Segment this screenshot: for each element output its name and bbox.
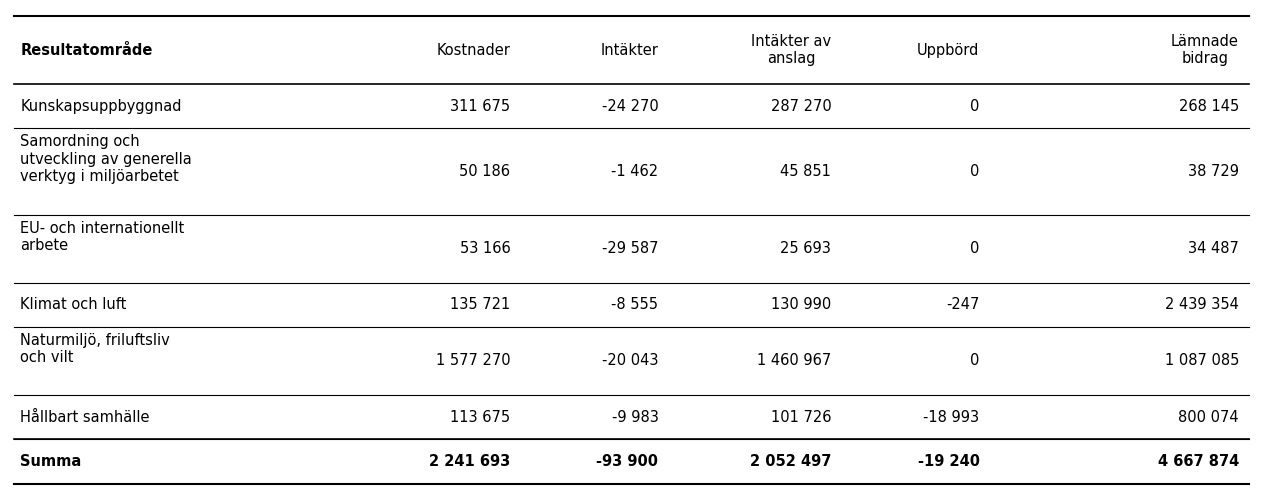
Text: -9 983: -9 983 <box>611 410 658 425</box>
Text: 135 721: 135 721 <box>450 297 510 312</box>
Text: 113 675: 113 675 <box>450 410 510 425</box>
Text: 268 145: 268 145 <box>1178 99 1239 114</box>
Text: -93 900: -93 900 <box>596 454 658 469</box>
Text: Kunskapsuppbyggnad: Kunskapsuppbyggnad <box>20 99 182 114</box>
Text: 0: 0 <box>970 353 980 368</box>
Text: 2 241 693: 2 241 693 <box>429 454 510 469</box>
Text: -24 270: -24 270 <box>601 99 658 114</box>
Text: Naturmiljö, friluftsliv
och vilt: Naturmiljö, friluftsliv och vilt <box>20 333 171 365</box>
Text: 311 675: 311 675 <box>450 99 510 114</box>
Text: 101 726: 101 726 <box>770 410 831 425</box>
Text: Intäkter: Intäkter <box>601 43 658 57</box>
Text: 0: 0 <box>970 241 980 256</box>
Text: 1 460 967: 1 460 967 <box>757 353 831 368</box>
Text: 38 729: 38 729 <box>1188 164 1239 179</box>
Text: Resultatområde: Resultatområde <box>20 43 153 57</box>
Text: 0: 0 <box>970 99 980 114</box>
Text: EU- och internationellt
arbete: EU- och internationellt arbete <box>20 221 184 253</box>
Text: 1 577 270: 1 577 270 <box>436 353 510 368</box>
Text: Kostnader: Kostnader <box>437 43 510 57</box>
Text: -19 240: -19 240 <box>918 454 980 469</box>
Text: -18 993: -18 993 <box>923 410 980 425</box>
Text: Uppbörd: Uppbörd <box>917 43 980 57</box>
Text: -1 462: -1 462 <box>611 164 658 179</box>
Text: 53 166: 53 166 <box>460 241 510 256</box>
Text: Summa: Summa <box>20 454 82 469</box>
Text: -8 555: -8 555 <box>611 297 658 312</box>
Text: 2 439 354: 2 439 354 <box>1164 297 1239 312</box>
Text: 25 693: 25 693 <box>781 241 831 256</box>
Text: Klimat och luft: Klimat och luft <box>20 297 126 312</box>
Text: 45 851: 45 851 <box>781 164 831 179</box>
Text: -29 587: -29 587 <box>602 241 658 256</box>
Text: Intäkter av
anslag: Intäkter av anslag <box>751 34 831 66</box>
Text: -247: -247 <box>946 297 980 312</box>
Text: 4 667 874: 4 667 874 <box>1158 454 1239 469</box>
Text: 50 186: 50 186 <box>460 164 510 179</box>
Text: 287 270: 287 270 <box>770 99 831 114</box>
Text: 34 487: 34 487 <box>1188 241 1239 256</box>
Text: -20 043: -20 043 <box>602 353 658 368</box>
Text: 1 087 085: 1 087 085 <box>1164 353 1239 368</box>
Text: 130 990: 130 990 <box>772 297 831 312</box>
Text: Lämnade
bidrag: Lämnade bidrag <box>1171 34 1239 66</box>
Text: Hållbart samhälle: Hållbart samhälle <box>20 410 150 425</box>
Text: 2 052 497: 2 052 497 <box>750 454 831 469</box>
Text: Samordning och
utveckling av generella
verktyg i miljöarbetet: Samordning och utveckling av generella v… <box>20 135 192 184</box>
Text: 800 074: 800 074 <box>1178 410 1239 425</box>
Text: 0: 0 <box>970 164 980 179</box>
